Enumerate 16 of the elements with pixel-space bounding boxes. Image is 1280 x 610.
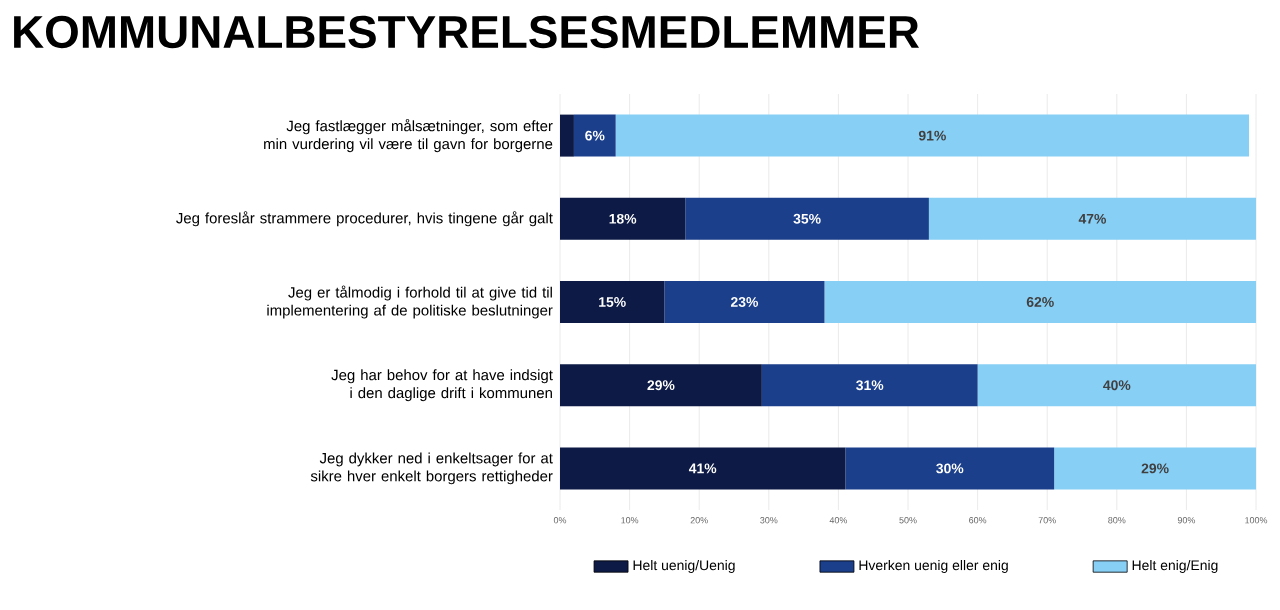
bar (615, 114, 1250, 157)
bar (685, 197, 929, 240)
bar (845, 447, 1055, 490)
bar (560, 447, 846, 490)
bar (664, 281, 825, 323)
bar (560, 197, 686, 240)
bar (560, 364, 762, 407)
bar (560, 114, 574, 157)
bar (573, 114, 616, 157)
chart-title: KOMMUNALBESTYRELSESMEDLEMMER (14, 15, 920, 49)
bar (560, 281, 665, 323)
bar (977, 364, 1257, 407)
bar (824, 281, 1257, 323)
bar (928, 197, 1257, 240)
bar (761, 364, 978, 407)
bar (1054, 447, 1257, 490)
